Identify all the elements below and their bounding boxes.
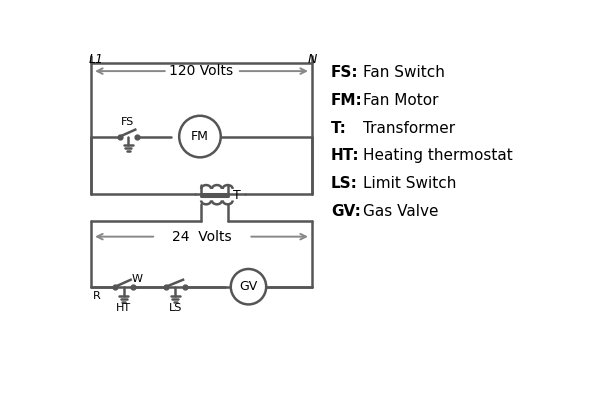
Text: 120 Volts: 120 Volts (169, 64, 234, 78)
Text: LS:: LS: (331, 176, 358, 191)
Circle shape (231, 269, 266, 304)
Text: 24  Volts: 24 Volts (172, 230, 231, 244)
Text: HT:: HT: (331, 148, 359, 163)
Text: LS: LS (169, 303, 182, 313)
Text: Heating thermostat: Heating thermostat (363, 148, 513, 163)
Text: Fan Switch: Fan Switch (363, 65, 445, 80)
Text: Limit Switch: Limit Switch (363, 176, 457, 191)
Text: GV:: GV: (331, 204, 360, 219)
Text: GV: GV (240, 280, 258, 293)
Text: N: N (308, 53, 317, 66)
Text: W: W (132, 274, 142, 284)
Text: T: T (233, 189, 241, 202)
Text: FS: FS (121, 117, 134, 127)
Text: FM: FM (191, 130, 209, 143)
Text: L1: L1 (89, 53, 104, 66)
Text: FM:: FM: (331, 93, 363, 108)
Text: HT: HT (116, 303, 132, 313)
Circle shape (179, 116, 221, 157)
Text: T:: T: (331, 120, 347, 136)
Text: FS:: FS: (331, 65, 359, 80)
Text: R: R (93, 291, 101, 301)
Text: Gas Valve: Gas Valve (363, 204, 439, 219)
Text: Fan Motor: Fan Motor (363, 93, 439, 108)
Text: Transformer: Transformer (363, 120, 455, 136)
